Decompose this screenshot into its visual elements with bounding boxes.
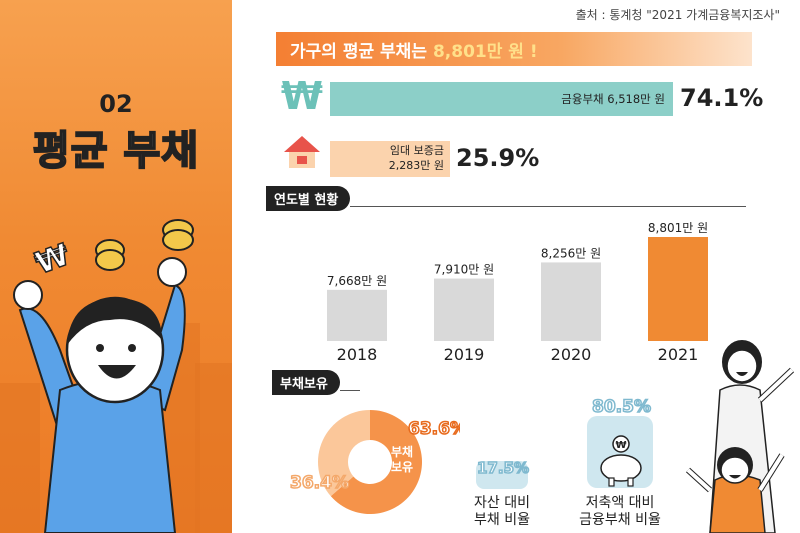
lease-deposit-box: 임대 보증금 2,283만 원 [330, 141, 450, 177]
source-note: 출처 : 통계청 "2021 가계금융복지조사" [575, 8, 780, 22]
lease-deposit-amount: 2,283만 원 [388, 159, 444, 172]
x-tick-label: 2018 [337, 345, 378, 364]
headline-prefix: 가구의 평균 부채는 [290, 41, 427, 62]
building-silhouette [195, 363, 232, 533]
building-silhouette [0, 383, 40, 533]
bar-2021 [648, 237, 708, 341]
debt-holding-donut-chart: 63.6% 36.4% 부채보유 [290, 410, 460, 514]
section-title: 평균 부채 [32, 127, 200, 175]
svg-text:₩: ₩ [281, 76, 323, 116]
headline-bar: 가구의 평균 부채는 8,801만 원 ! [276, 32, 752, 66]
donut-slice-1 [318, 410, 370, 497]
coin-icon [95, 239, 125, 271]
debt-to-assets-label-line1: 자산 대비 [474, 495, 530, 511]
left-panel: 02 평균 부채 ₩ [0, 0, 232, 533]
lease-deposit-label: 임대 보증금 [389, 144, 444, 157]
svg-text:₩: ₩ [615, 440, 626, 451]
financial-debt-label: 금융부채 6,518만 원 [561, 92, 665, 106]
house-icon [284, 136, 320, 168]
coin-icon [476, 461, 528, 489]
donut-slice-label: 부채 [391, 444, 413, 459]
svg-text:₩: ₩ [31, 237, 74, 281]
savings-to-debt-label-line1: 저축액 대비 [585, 495, 655, 511]
savings-to-debt-percent: 80.5% [591, 396, 651, 418]
financial-debt-percent: 74.1% [680, 84, 764, 112]
bar-2019 [434, 278, 494, 341]
debt-to-assets-label: 자산 대비 부채 비율 [462, 495, 542, 529]
family-illustration [685, 340, 795, 533]
cheering-person-illustration: ₩ [13, 219, 194, 533]
bar-2018 [327, 289, 387, 341]
financial-debt-bar: 금융부채 6,518만 원 [330, 82, 673, 116]
yearly-bar-chart: 7,668만 원 2018 7,910만 원 2019 8,256만 원 2020 8,80… [327, 221, 708, 364]
bar-value-label: 7,668만 원 [327, 274, 387, 288]
x-tick-label: 2021 [658, 345, 699, 364]
bar-value-label: 8,801만 원 [648, 221, 708, 235]
holding-section-rule [340, 390, 360, 391]
bar-2020 [541, 262, 601, 341]
x-tick-label: 2019 [444, 345, 485, 364]
lease-deposit-percent: 25.9% [456, 144, 540, 172]
debt-to-assets-percent: 17.5% [476, 458, 530, 478]
yearly-section-rule [350, 206, 746, 207]
donut-slice-label: 보유 [391, 460, 413, 474]
piggy-bank-icon: ₩ [587, 416, 653, 488]
headline-amount: 8,801만 원 ! [432, 41, 538, 62]
section-number: 02 [99, 90, 133, 118]
donut-slice-0 [330, 410, 422, 514]
yearly-section-label: 연도별 현황 [266, 186, 351, 211]
holding-section-label: 부채보유 [272, 370, 340, 395]
bar-value-label: 8,256만 원 [541, 246, 601, 260]
donut-value-label: 63.6% [408, 419, 460, 439]
bar-value-label: 7,910만 원 [434, 263, 494, 277]
savings-to-debt-label-line2: 금융부채 비율 [579, 512, 661, 528]
donut-value-label: 36.4% [290, 473, 349, 493]
won-icon: ₩ [281, 76, 323, 116]
coin-icon [162, 219, 194, 251]
savings-to-debt-label: 저축액 대비 금융부채 비율 [568, 495, 672, 529]
x-tick-label: 2020 [551, 345, 592, 364]
debt-to-assets-label-line2: 부채 비율 [474, 512, 530, 528]
